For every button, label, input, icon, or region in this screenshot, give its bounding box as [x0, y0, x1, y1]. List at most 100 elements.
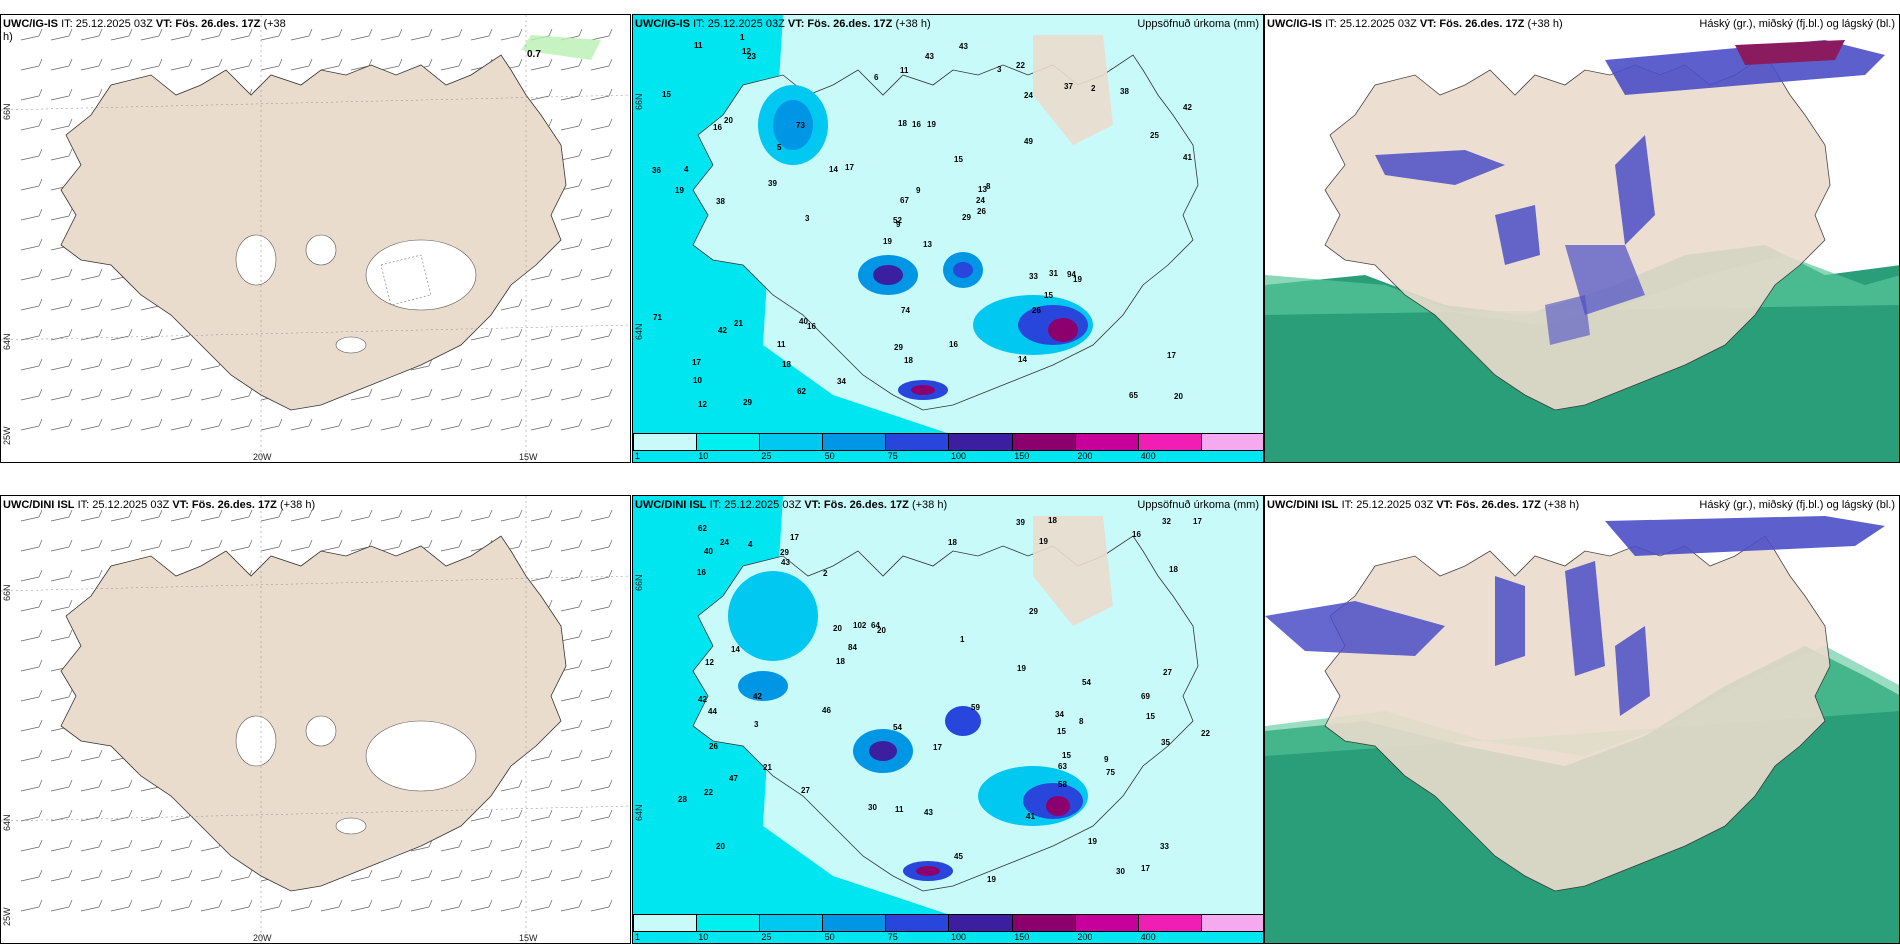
- wind-barb-tick: [548, 809, 553, 818]
- wind-barb: [560, 395, 580, 401]
- precip-value: 37: [1064, 82, 1073, 91]
- wind-barb: [170, 425, 190, 431]
- precip-value: 19: [675, 186, 684, 195]
- colorbar-tick-label: 25: [761, 932, 772, 942]
- wind-barb-tick: [608, 208, 613, 217]
- wind-barb: [500, 876, 520, 882]
- precip-value: 18: [1169, 565, 1178, 574]
- colorbar-swatch: [886, 434, 950, 450]
- wind-barb: [410, 35, 430, 41]
- precip-value: 32: [1162, 517, 1171, 526]
- precip-value: 14: [731, 645, 740, 654]
- wind-barb: [170, 846, 190, 852]
- colorbar-tick-label: 50: [824, 932, 835, 942]
- wind-barb-tick: [128, 869, 133, 878]
- wind-barb-tick: [38, 88, 43, 97]
- wind-barb: [560, 636, 580, 642]
- wind-barb-tick: [38, 749, 43, 758]
- precip-value: 11: [895, 805, 904, 814]
- wind-barb-tick: [98, 358, 103, 367]
- wind-barb: [110, 335, 130, 341]
- colorbar-tick-label: 25: [761, 451, 772, 461]
- wind-barb: [380, 395, 400, 401]
- wind-barb-tick: [128, 779, 133, 788]
- wind-barb-tick: [278, 28, 283, 37]
- glacier-langjokull: [235, 234, 277, 286]
- wind-barb-tick: [218, 58, 223, 67]
- precip-value: 24: [1024, 91, 1033, 100]
- precip-value: 20: [716, 842, 725, 851]
- wind-barb: [50, 876, 70, 882]
- wind-barb: [410, 395, 430, 401]
- wind-barb: [200, 846, 220, 852]
- wind-barb: [590, 275, 610, 281]
- precip-value: 19: [927, 120, 936, 129]
- wind-barb: [590, 906, 610, 912]
- wind-barb: [140, 546, 160, 552]
- colorbar-tick-label: 10: [698, 932, 709, 942]
- precip-value: 17: [1193, 517, 1202, 526]
- wind-barb: [260, 425, 280, 431]
- wind-barb-tick: [248, 509, 253, 518]
- wind-barb-tick: [488, 809, 493, 818]
- precip-value: 9: [896, 220, 901, 229]
- wind-barb: [590, 756, 610, 762]
- wind-barb: [560, 335, 580, 341]
- lat-label: 66N: [2, 584, 12, 601]
- precip-value: 13: [923, 240, 932, 249]
- colorbar-swatch: [886, 915, 950, 931]
- wind-barb: [200, 35, 220, 41]
- wind-barb: [320, 65, 340, 71]
- wind-barb: [80, 335, 100, 341]
- wind-barb-tick: [38, 58, 43, 67]
- wind-barb-tick: [308, 509, 313, 518]
- wind-barb: [20, 425, 40, 431]
- precip-value: 17: [933, 743, 942, 752]
- wind-barb-tick: [428, 28, 433, 37]
- wind-barb-tick: [548, 569, 553, 578]
- wind-barb-tick: [548, 539, 553, 548]
- precip-value: 35: [1161, 738, 1170, 747]
- colorbar-swatch: [1201, 434, 1263, 450]
- wind-map-svg: [1, 496, 630, 943]
- wind-barb: [380, 906, 400, 912]
- wind-barb-tick: [548, 899, 553, 908]
- wind-barb: [500, 395, 520, 401]
- precip-value: 19: [883, 237, 892, 246]
- precip-value: 22: [704, 788, 713, 797]
- wind-barb: [140, 425, 160, 431]
- wind-barb: [590, 65, 610, 71]
- wind-barb-tick: [578, 689, 583, 698]
- wind-barb-tick: [548, 88, 553, 97]
- precip-value: 15: [1044, 291, 1053, 300]
- wind-barb-tick: [68, 88, 73, 97]
- wind-barb-tick: [248, 869, 253, 878]
- wind-barb-tick: [98, 809, 103, 818]
- wind-barb: [140, 305, 160, 311]
- wind-barb-tick: [68, 569, 73, 578]
- wind-barb: [80, 516, 100, 522]
- wind-barb: [110, 305, 130, 311]
- wind-barb-tick: [188, 509, 193, 518]
- lon-label: 20W: [253, 933, 272, 943]
- wind-barb-tick: [38, 869, 43, 878]
- wind-barb: [590, 305, 610, 311]
- wind-barb: [470, 395, 490, 401]
- wind-barb-tick: [38, 118, 43, 127]
- precip-value: 31: [1049, 269, 1058, 278]
- wind-barb-tick: [38, 298, 43, 307]
- wind-barb: [560, 816, 580, 822]
- precip-value: 22: [1201, 729, 1210, 738]
- wind-barb: [50, 35, 70, 41]
- wind-barb-tick: [608, 899, 613, 908]
- wind-barb: [140, 906, 160, 912]
- wind-barb: [560, 786, 580, 792]
- precip-value: 36: [652, 166, 661, 175]
- panel-bot-cloud: UWC/DINI ISL IT: 25.12.2025 03Z VT: Fös.…: [1264, 495, 1900, 944]
- precip-value: 38: [716, 197, 725, 206]
- wind-barb-tick: [218, 388, 223, 397]
- colorbar-swatch: [1075, 915, 1139, 931]
- wind-barb: [20, 185, 40, 191]
- wind-barb-tick: [548, 388, 553, 397]
- wind-barb-tick: [578, 28, 583, 37]
